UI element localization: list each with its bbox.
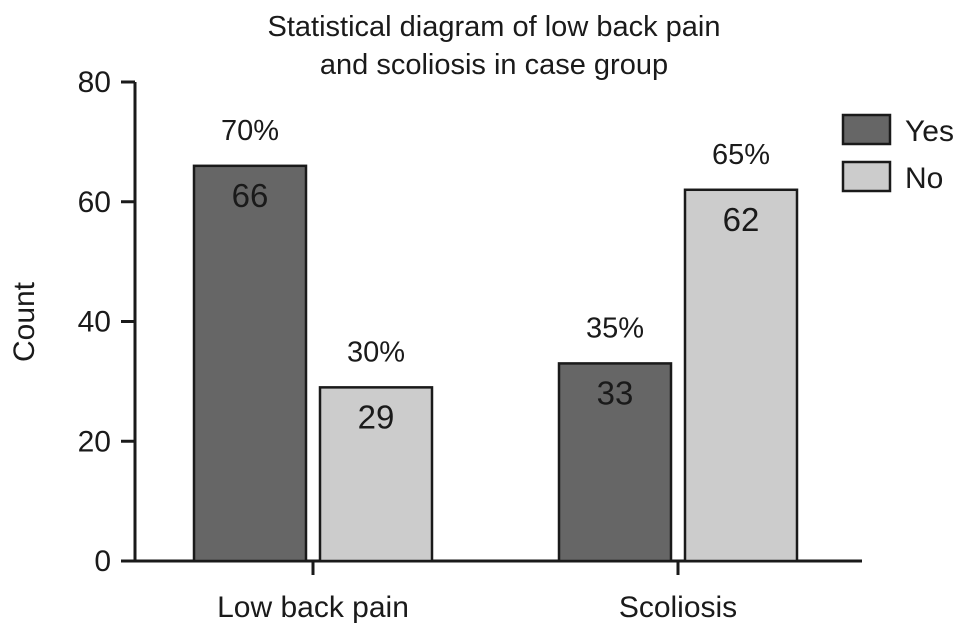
percent-label-no-1: 65% [712, 139, 770, 171]
value-label-yes-1: 33 [597, 374, 634, 411]
x-tick-label-1: Scoliosis [619, 591, 737, 624]
y-tick-label-20: 20 [78, 425, 111, 458]
x-tick-label-0: Low back pain [217, 591, 409, 624]
bar-no-1 [683, 188, 799, 563]
percent-label-yes-0: 70% [221, 115, 279, 147]
legend: Yes No [841, 113, 954, 195]
legend-swatch-no [841, 160, 892, 193]
legend-label-no: No [905, 162, 943, 195]
bar-no-0 [318, 386, 434, 563]
legend-swatch-yes [841, 113, 892, 146]
chart-title: Statistical diagram of low back pain and… [268, 11, 721, 81]
value-label-no-0: 29 [358, 398, 395, 435]
chart-title-line-2: and scoliosis in case group [320, 49, 668, 81]
bar-yes-1 [557, 362, 673, 563]
y-axis-label: Count [8, 281, 41, 362]
y-tick-label-80: 80 [78, 66, 111, 99]
y-tick-label-60: 60 [78, 186, 111, 219]
percent-label-no-0: 30% [347, 336, 405, 368]
y-tick-label-40: 40 [78, 306, 111, 339]
percent-label-yes-1: 35% [586, 312, 644, 344]
value-label-yes-0: 66 [232, 177, 269, 214]
y-tick-label-0: 0 [94, 545, 111, 578]
legend-label-yes: Yes [905, 115, 954, 148]
chart-title-line-1: Statistical diagram of low back pain [268, 11, 721, 43]
value-label-no-1: 62 [723, 201, 760, 238]
plot-area: 0 20 40 60 80 Low back pain 66 70% 29 30% Scoliosi… [78, 66, 862, 624]
bar-yes-0 [192, 164, 308, 563]
